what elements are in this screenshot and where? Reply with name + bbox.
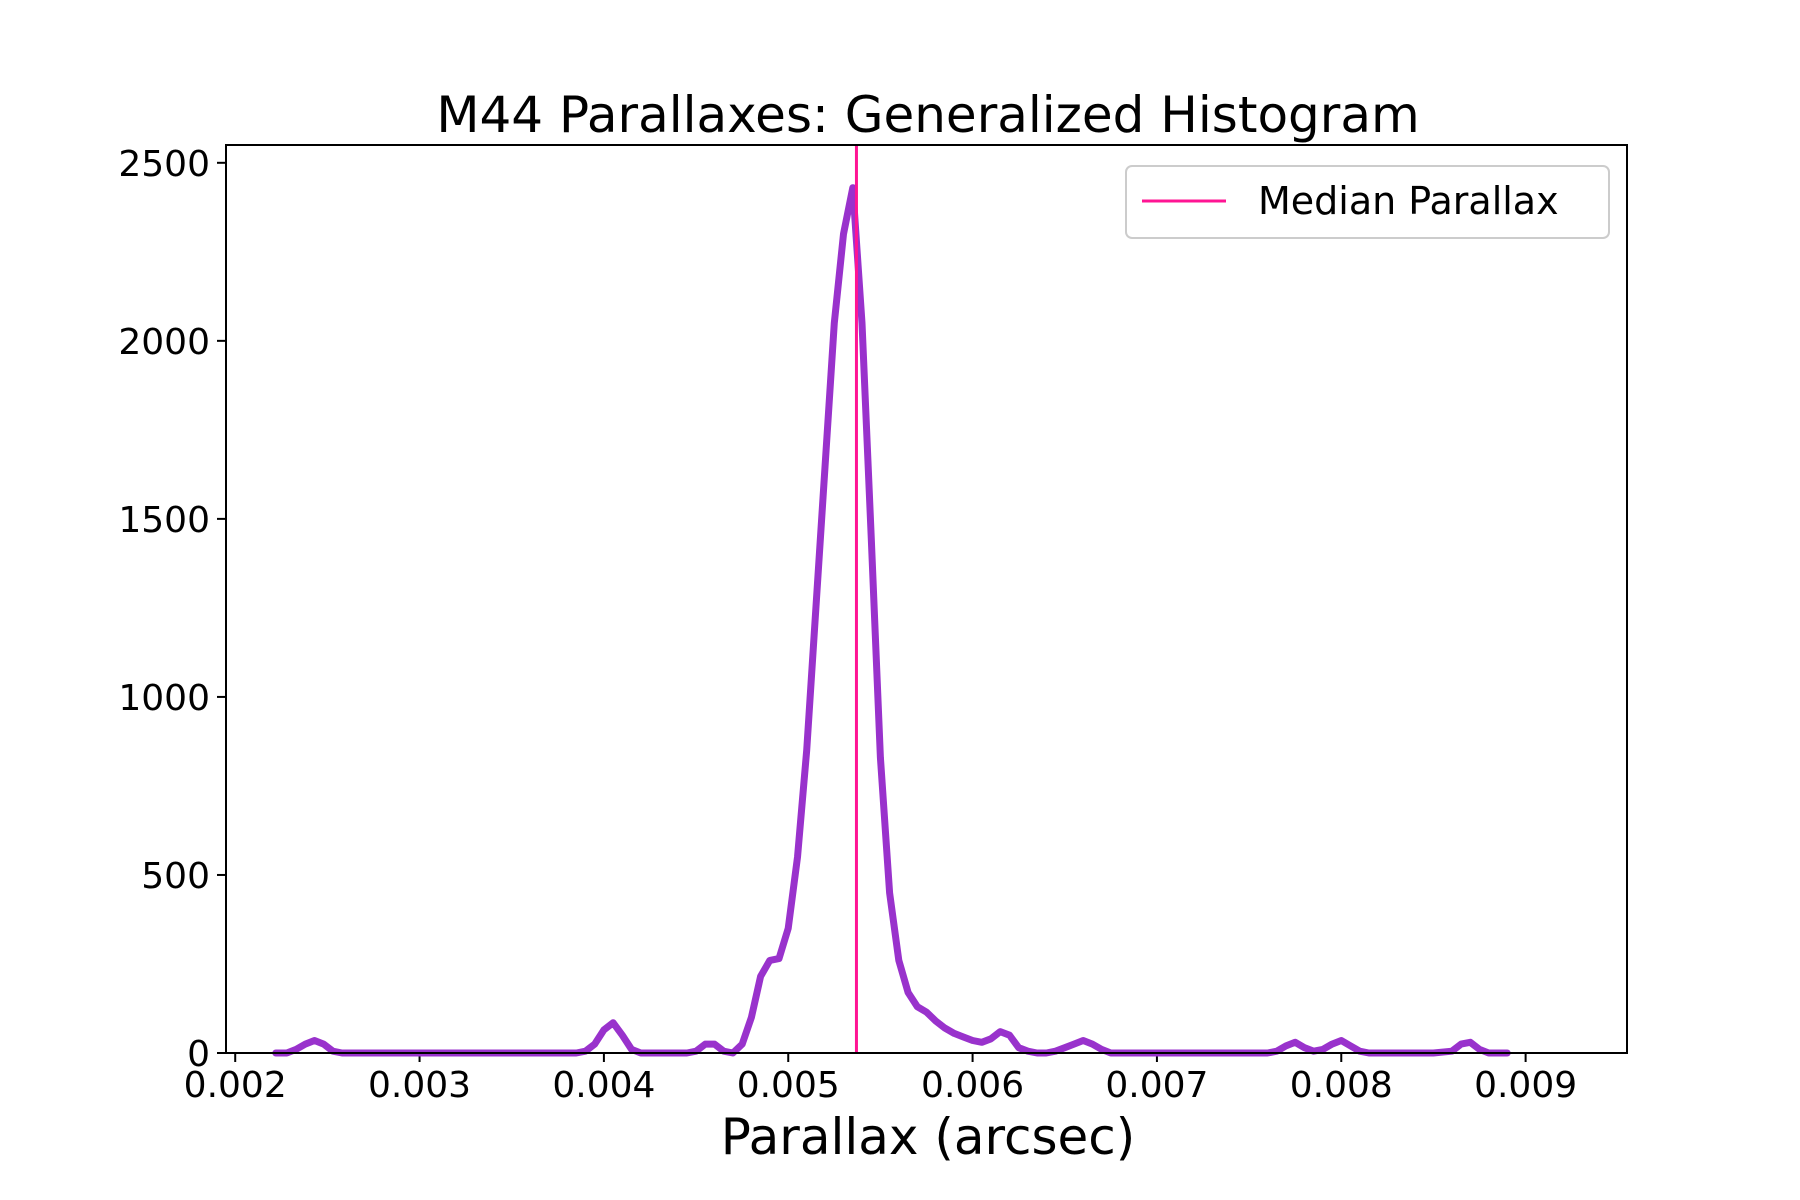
chart-title: M44 Parallaxes: Generalized Histogram [436,86,1419,144]
x-axis-label: Parallax (arcsec) [721,1108,1136,1166]
x-tick-label: 0.007 [1105,1065,1208,1106]
y-tick-label: 1000 [118,678,210,719]
x-tick-label: 0.003 [368,1065,471,1106]
x-tick-label: 0.009 [1474,1065,1577,1106]
legend-label-median: Median Parallax [1258,179,1559,223]
y-axis-ticks: 0 500 1000 1500 2000 2500 [118,144,226,1075]
legend: Median Parallax [1125,165,1610,239]
x-tick-label: 0.002 [184,1065,287,1106]
x-tick-label: 0.006 [921,1065,1024,1106]
y-tick-label: 500 [141,856,210,897]
y-tick-label: 0 [187,1034,210,1075]
y-tick-label: 2500 [118,144,210,185]
x-tick-label: 0.004 [552,1065,655,1106]
y-tick-label: 2000 [118,322,210,363]
y-tick-label: 1500 [118,500,210,541]
plot-frame [225,144,1628,1054]
legend-box [1125,165,1610,239]
series-line [272,184,1511,1057]
x-axis-ticks: 0.002 0.003 0.004 0.005 0.006 0.007 0.008 0.009 [184,1053,1577,1106]
x-tick-label: 0.008 [1290,1065,1393,1106]
x-tick-label: 0.005 [737,1065,840,1106]
